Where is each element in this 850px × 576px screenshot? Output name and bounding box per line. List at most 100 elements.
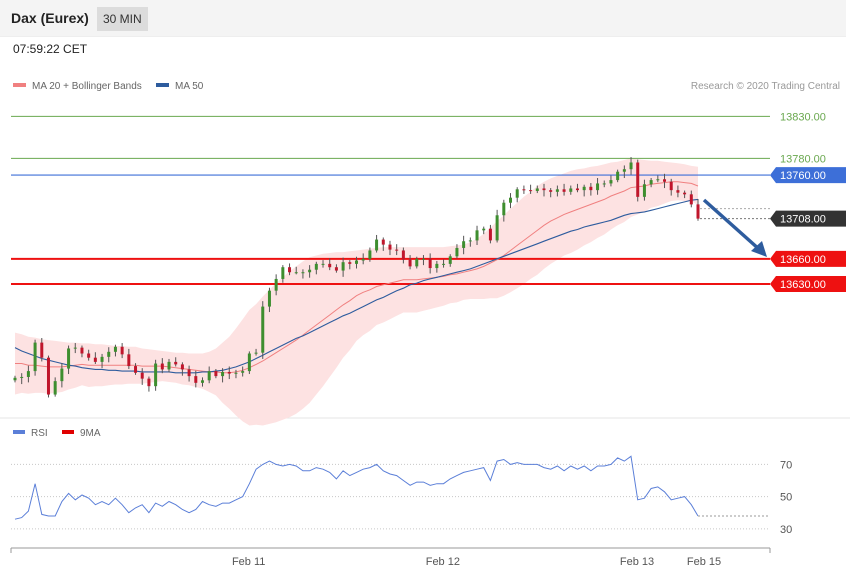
candle-body [656, 179, 660, 181]
ma20-swatch [13, 83, 26, 88]
candle-body [355, 260, 358, 264]
candle-body [174, 361, 178, 365]
candle-body [100, 356, 104, 362]
candle [13, 375, 17, 383]
candle-body [46, 357, 50, 395]
candle-body [575, 188, 579, 191]
candle [234, 369, 238, 379]
candle [194, 370, 198, 388]
candle [368, 247, 372, 262]
candle-body [281, 267, 285, 279]
candle [408, 255, 412, 270]
candle-body [234, 372, 238, 374]
candle [214, 368, 218, 379]
candle-body [381, 239, 385, 245]
candle-body [348, 262, 352, 264]
candle-body [421, 258, 425, 260]
candle [388, 240, 392, 256]
candle-body [683, 192, 687, 195]
candle-body [663, 179, 667, 182]
price-badge-13760.00: 13760.00 [770, 167, 846, 184]
candle [609, 175, 613, 187]
timestamp: 07:59:22 CET [13, 42, 88, 56]
candle-body [629, 162, 633, 170]
candle [73, 343, 77, 354]
candle-body [67, 348, 71, 369]
legend-9ma: 9MA [62, 428, 101, 439]
candle-body [596, 183, 600, 191]
candle-body [200, 380, 204, 383]
candle [683, 190, 687, 199]
candle-body [80, 347, 84, 354]
candle [140, 368, 144, 385]
candle [421, 255, 425, 266]
candle-body [415, 258, 419, 267]
candle [622, 165, 626, 178]
candle [636, 159, 640, 202]
legend-ma50-label: MA 50 [175, 81, 204, 92]
candle [267, 287, 271, 313]
x-tick-label: Feb 11 [232, 556, 265, 568]
legend-ma50: MA 50 [156, 81, 203, 92]
price-badge-shape [770, 167, 846, 184]
candle-body [495, 215, 499, 241]
candle-body [341, 262, 345, 271]
candle-body [187, 369, 191, 377]
candle [80, 345, 84, 358]
candle [455, 244, 459, 259]
legend-ma20-label: MA 20 + Bollinger Bands [32, 81, 142, 92]
candle [254, 348, 258, 356]
candle [274, 274, 278, 296]
candle-body [73, 347, 77, 349]
candle-body [261, 306, 265, 353]
candle-body [589, 186, 593, 191]
candle-body [562, 189, 566, 192]
chart-header: Dax (Eurex) 30 MIN [0, 0, 846, 37]
candle-body [569, 188, 573, 192]
candle-body [113, 346, 117, 352]
candle-body [442, 263, 446, 265]
candle [160, 358, 164, 374]
candle-body [435, 263, 439, 269]
candle-body [308, 269, 312, 273]
candle [67, 345, 71, 375]
candle [415, 256, 419, 269]
candle [355, 256, 358, 269]
candle [221, 368, 225, 383]
candle [509, 193, 513, 209]
candle [522, 185, 526, 194]
candle-body [294, 272, 298, 274]
candle-body [13, 377, 17, 381]
candle-body [555, 189, 559, 192]
instrument-title: Dax (Eurex) [11, 10, 89, 26]
candle-body [334, 267, 338, 271]
candle [462, 235, 466, 255]
candle [281, 265, 285, 283]
candle [321, 260, 325, 268]
legend-rsi-label: RSI [31, 428, 48, 439]
candle-body [120, 346, 124, 355]
candle [435, 260, 439, 273]
candle-body [542, 188, 546, 191]
candle [348, 260, 352, 270]
candle [147, 376, 151, 392]
x-tick-label: Feb 15 [687, 556, 721, 568]
candle [200, 377, 204, 387]
candle-body [247, 353, 251, 372]
candle [247, 351, 251, 375]
candle [33, 339, 37, 376]
candle-body [408, 259, 412, 267]
rsi-line [14, 455, 699, 520]
candle-body [602, 183, 606, 185]
candle-body [180, 364, 184, 370]
candle [127, 348, 131, 369]
candle [294, 266, 298, 275]
candle [53, 377, 57, 397]
legend-9ma-label: 9MA [80, 428, 101, 439]
price-label: 13830.00 [780, 111, 826, 123]
candle [93, 352, 97, 364]
candle [301, 269, 305, 279]
timeframe-button[interactable]: 30 MIN [97, 7, 148, 31]
candle [602, 180, 606, 188]
